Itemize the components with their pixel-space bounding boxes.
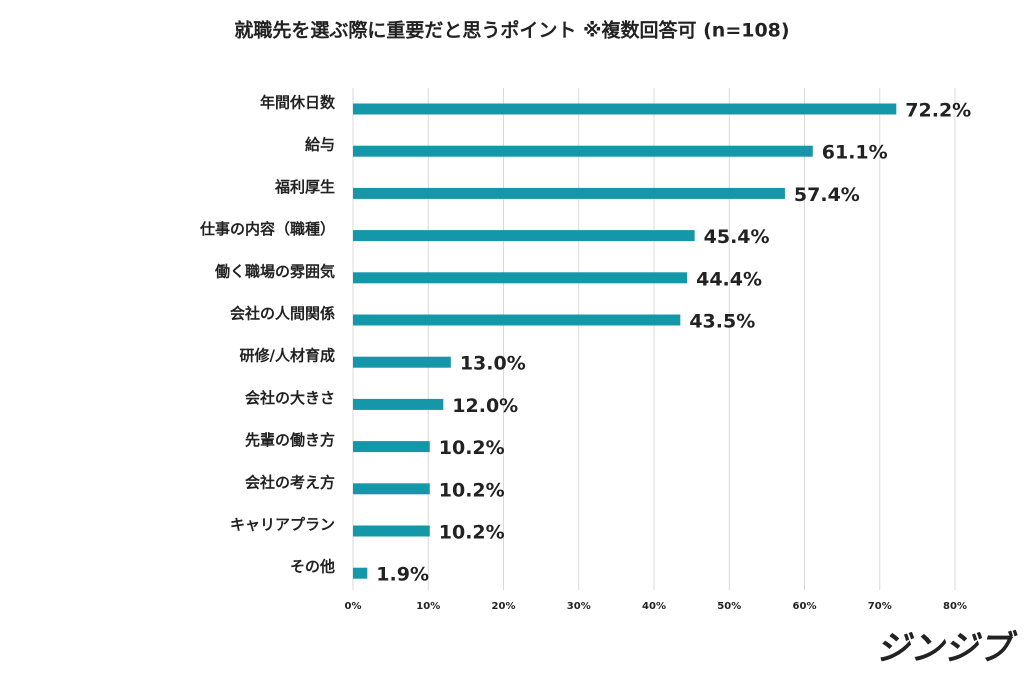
brand-logo: ジンジブ bbox=[876, 629, 1018, 669]
category-label: 仕事の内容（職種） bbox=[199, 220, 335, 238]
bar bbox=[353, 314, 681, 326]
category-label: 会社の考え方 bbox=[245, 473, 335, 491]
x-tick-label: 50% bbox=[717, 601, 741, 612]
bar bbox=[353, 567, 368, 579]
bar bbox=[353, 441, 430, 453]
value-label: 10.2% bbox=[439, 522, 505, 544]
category-label: 先輩の働き方 bbox=[245, 431, 335, 449]
bar bbox=[353, 272, 688, 284]
category-label: 会社の人間関係 bbox=[230, 305, 335, 323]
category-label: 給与 bbox=[305, 136, 335, 154]
x-tick-label: 10% bbox=[416, 601, 440, 612]
x-tick-label: 70% bbox=[868, 601, 892, 612]
value-label: 13.0% bbox=[460, 353, 526, 375]
category-label: その他 bbox=[290, 558, 335, 576]
category-label: 会社の大きさ bbox=[245, 389, 335, 407]
bar bbox=[353, 230, 695, 242]
x-tick-label: 20% bbox=[492, 601, 516, 612]
value-label: 10.2% bbox=[439, 437, 505, 459]
category-label: キャリアプラン bbox=[230, 516, 335, 534]
bar bbox=[353, 483, 430, 495]
category-label: 福利厚生 bbox=[274, 178, 335, 196]
value-label: 61.1% bbox=[822, 142, 888, 164]
value-label: 10.2% bbox=[439, 479, 505, 501]
x-tick-label: 60% bbox=[793, 601, 817, 612]
bar bbox=[353, 525, 430, 537]
value-label: 72.2% bbox=[905, 100, 971, 122]
value-label: 43.5% bbox=[689, 311, 755, 333]
category-label: 年間休日数 bbox=[260, 94, 336, 112]
value-label: 57.4% bbox=[794, 184, 860, 206]
value-label: 1.9% bbox=[376, 564, 429, 586]
x-tick-label: 80% bbox=[943, 601, 967, 612]
bar bbox=[353, 356, 451, 368]
category-label: 研修/人材育成 bbox=[240, 347, 335, 365]
chart-title: 就職先を選ぶ際に重要だと思うポイント ※複数回答可 (n=108) bbox=[234, 19, 789, 42]
x-tick-label: 40% bbox=[642, 601, 666, 612]
bar bbox=[353, 187, 785, 199]
value-label: 44.4% bbox=[696, 268, 762, 290]
bar bbox=[353, 103, 897, 115]
bar bbox=[353, 145, 813, 157]
bar bbox=[353, 398, 444, 410]
x-tick-label: 0% bbox=[345, 601, 362, 612]
value-label: 12.0% bbox=[452, 395, 518, 417]
value-label: 45.4% bbox=[704, 226, 770, 248]
x-tick-label: 30% bbox=[567, 601, 591, 612]
category-label: 働く職場の雰囲気 bbox=[214, 262, 335, 280]
